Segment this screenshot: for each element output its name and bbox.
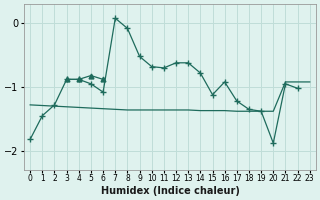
- X-axis label: Humidex (Indice chaleur): Humidex (Indice chaleur): [100, 186, 239, 196]
